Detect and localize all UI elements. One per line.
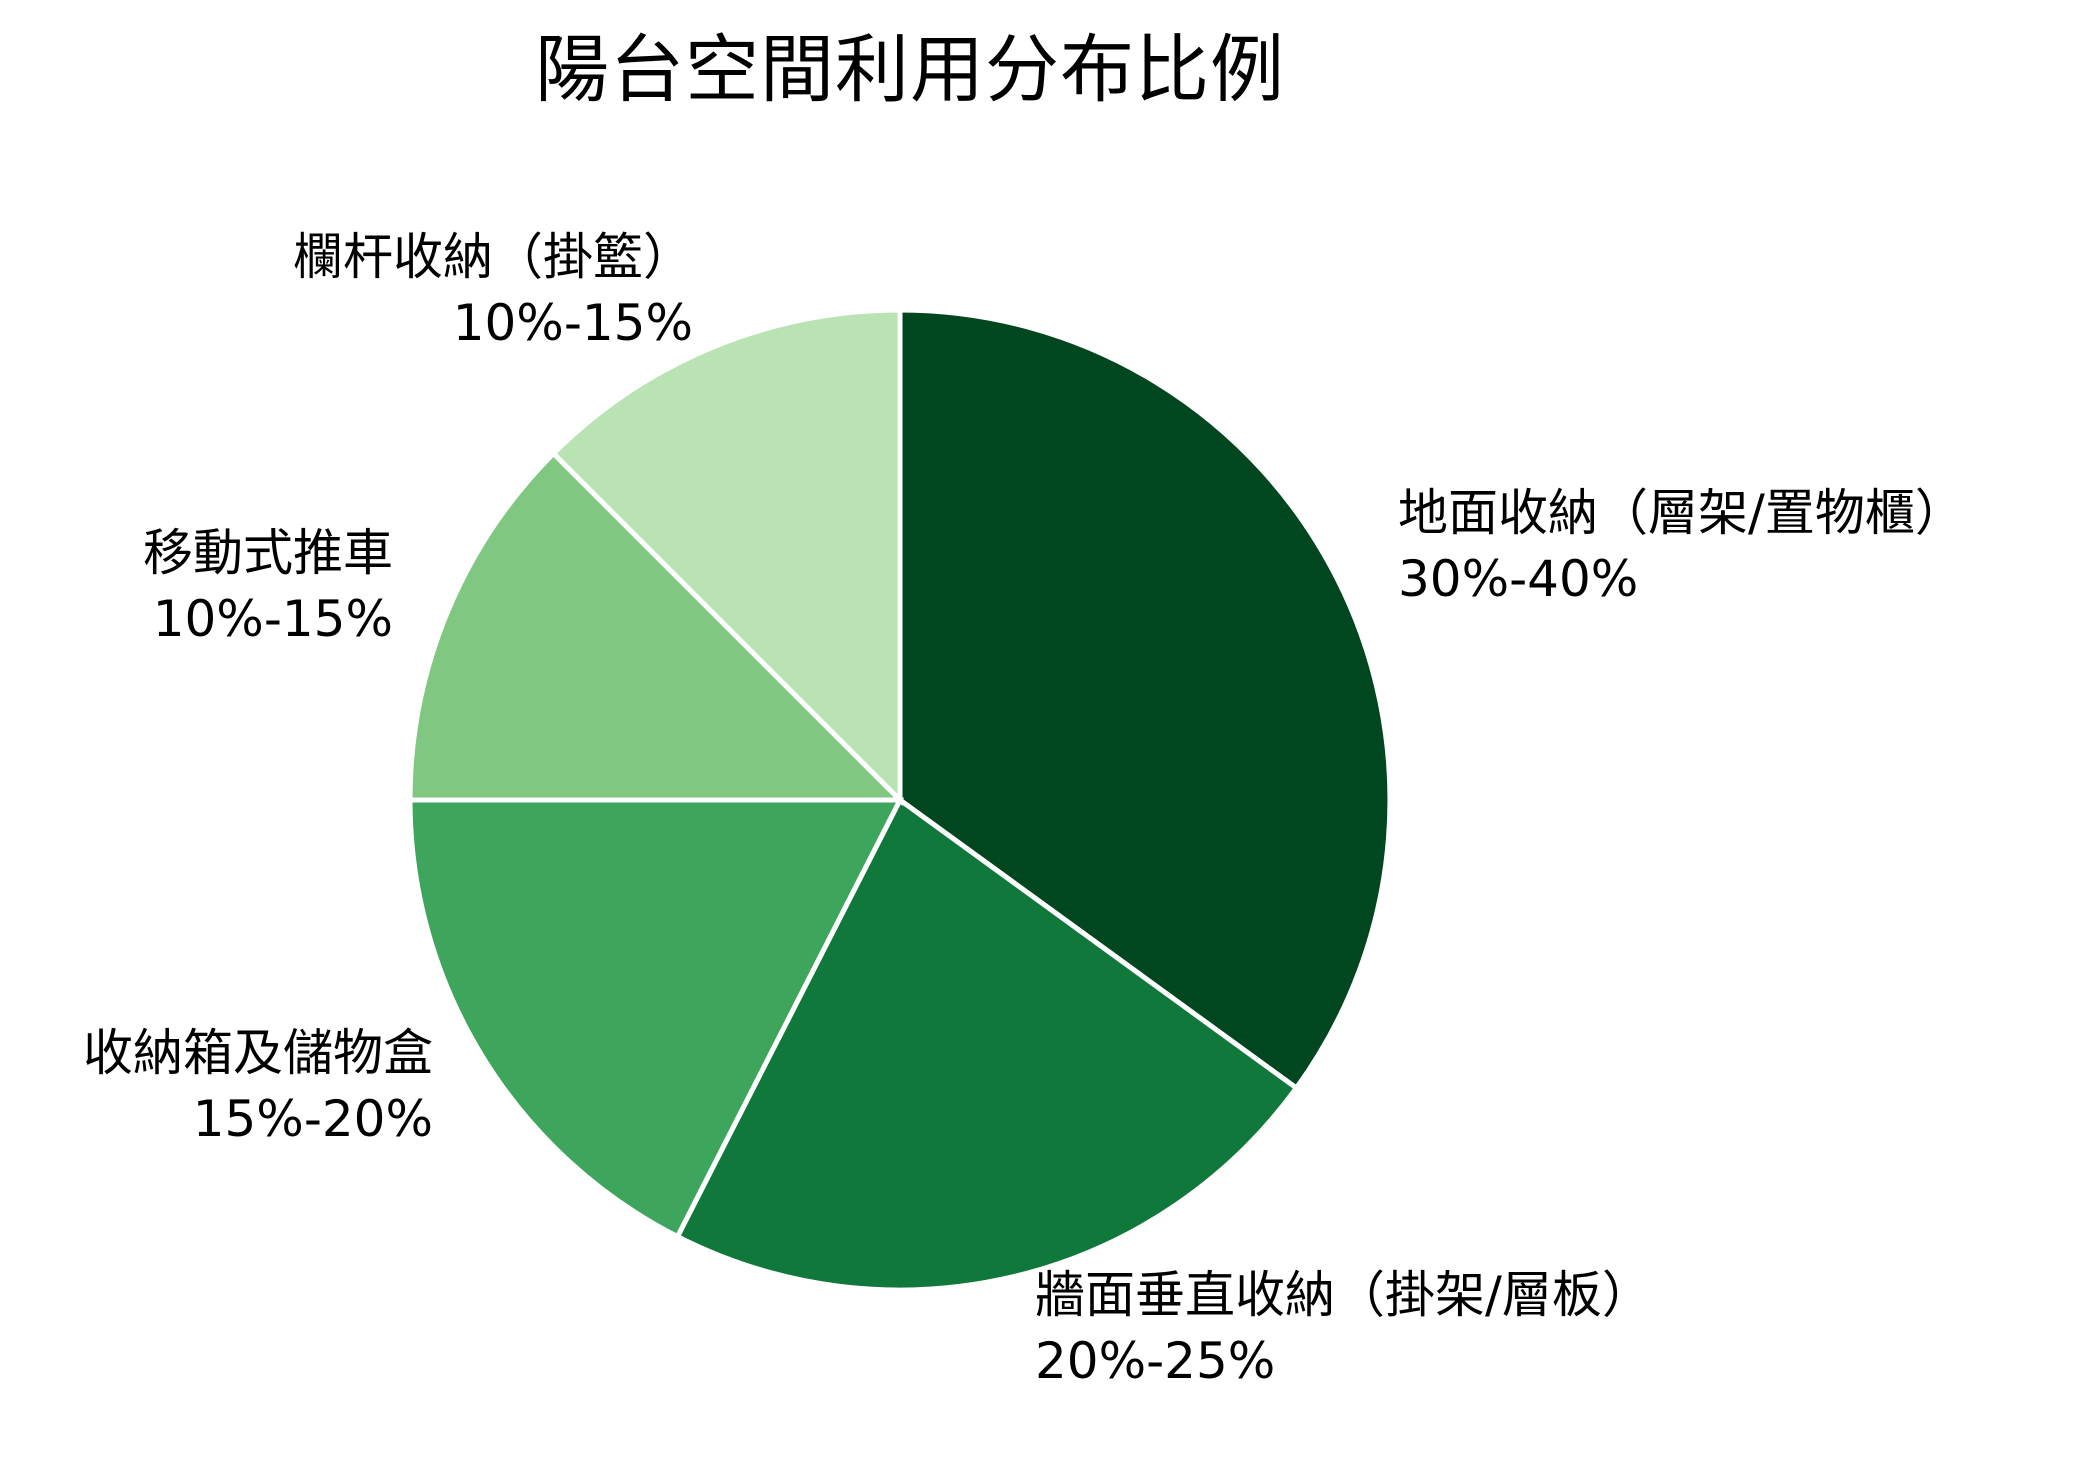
label-range: 10%-15% — [152, 590, 393, 648]
label-storage-boxes: 收納箱及儲物盒 15%-20% — [83, 1020, 433, 1152]
label-range: 10%-15% — [452, 294, 693, 352]
pie-slice-railing-storage[interactable] — [549, 307, 903, 807]
label-name: 收納箱及儲物盒 — [83, 1024, 433, 1082]
pie-slice-storage-boxes[interactable] — [407, 797, 905, 1240]
label-name: 地面收納（層架/置物櫃） — [1398, 484, 1965, 542]
label-name: 牆面垂直收納（掛架/層板） — [1035, 1266, 1652, 1324]
label-floor-storage: 地面收納（層架/置物櫃） 30%-40% — [1398, 480, 1965, 612]
pie-slice-mobile-cart[interactable] — [407, 449, 907, 803]
pie-slice-wall-vertical-storage[interactable] — [674, 796, 1300, 1293]
label-range: 20%-25% — [1035, 1332, 1276, 1390]
label-railing-storage: 欄杆收納（掛籃） 10%-15% — [293, 224, 693, 356]
pie-slice-floor-storage[interactable] — [897, 307, 1393, 1092]
label-range: 15%-20% — [192, 1090, 433, 1148]
label-name: 移動式推車 — [143, 524, 393, 582]
label-mobile-cart: 移動式推車 10%-15% — [143, 520, 393, 652]
chart-title: 陽台空間利用分布比例 — [535, 27, 1285, 113]
label-range: 30%-40% — [1398, 550, 1639, 608]
label-name: 欄杆收納（掛籃） — [293, 228, 693, 286]
label-wall-vertical-storage: 牆面垂直收納（掛架/層板） 20%-25% — [1035, 1262, 1652, 1394]
